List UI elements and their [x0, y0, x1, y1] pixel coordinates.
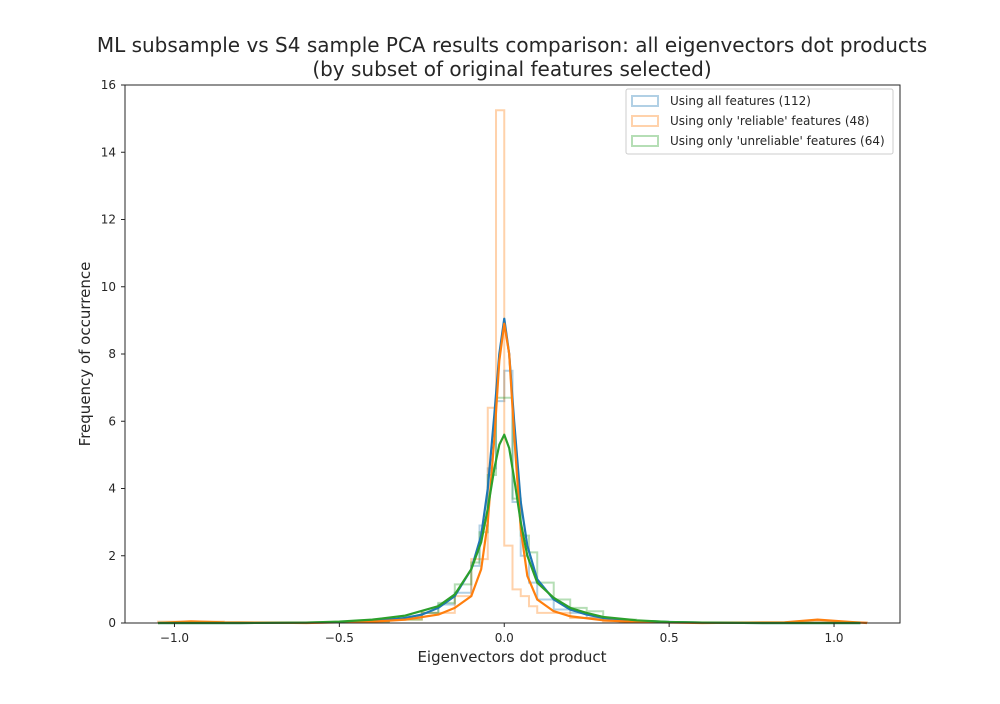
y-tick-label: 12	[101, 213, 116, 227]
y-tick-label: 0	[108, 616, 116, 630]
y-tick-label: 8	[108, 347, 116, 361]
x-tick-label: 1.0	[824, 631, 843, 645]
y-axis-ticks: 0 2 4 6 8 10 12 14 16	[101, 78, 125, 630]
y-tick-label: 10	[101, 280, 116, 294]
legend-swatch-using-all-features-112	[631, 95, 659, 107]
chart-subtitle: (by subset of original features selected…	[312, 57, 711, 81]
chart-title: ML subsample vs S4 sample PCA results co…	[97, 33, 927, 57]
y-tick-label: 14	[101, 145, 116, 159]
y-tick-label: 16	[101, 78, 116, 92]
x-tick-label: 0.0	[495, 631, 514, 645]
kde-layer	[157, 317, 868, 625]
y-tick-label: 4	[108, 482, 116, 496]
kde-line-series-3	[157, 433, 861, 625]
x-tick-label: −1.0	[160, 631, 189, 645]
x-tick-label: −0.5	[325, 631, 354, 645]
x-tick-label: 0.5	[660, 631, 679, 645]
y-tick-label: 6	[108, 414, 116, 428]
y-axis-label: Frequency of occurrence	[76, 262, 94, 447]
legend-swatch-using-only-unreliable-features-64	[631, 135, 659, 147]
y-tick-label: 2	[108, 549, 116, 563]
x-axis-label: Eigenvectors dot product	[417, 648, 606, 666]
legend-swatch-using-only-reliable-features-48	[631, 115, 659, 127]
legend-box	[625, 88, 894, 155]
legend-label-3: Using only 'unreliable' features (64)	[670, 134, 885, 148]
legend: Using all features (112) Using only 'reli…	[625, 88, 894, 155]
x-axis-ticks: −1.0 −0.5 0.0 0.5 1.0	[160, 623, 844, 645]
legend-label-1: Using all features (112)	[670, 94, 811, 108]
legend-label-2: Using only 'reliable' features (48)	[670, 114, 869, 128]
